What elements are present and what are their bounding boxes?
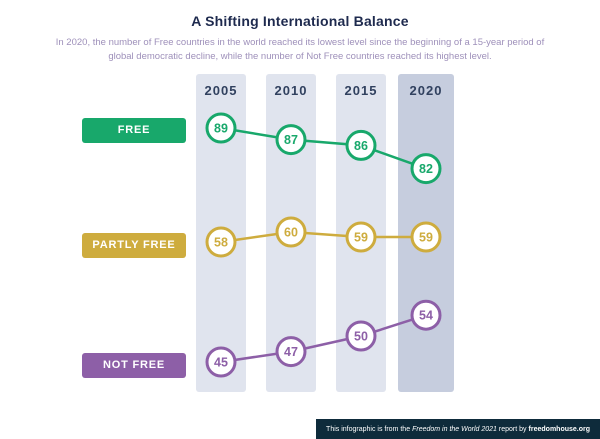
chart-title: A Shifting International Balance [191, 13, 409, 29]
data-point-value: 86 [354, 139, 368, 153]
legend-free: FREE [82, 118, 186, 143]
chart-canvas: 2005 2010 2015 2020 89 87 86 82 58 60 59 59 45 47 50 54 [196, 74, 454, 392]
data-point-not-free-2015 [345, 320, 377, 352]
year-label-2005: 2005 [205, 83, 238, 98]
data-point-value: 60 [284, 226, 298, 240]
data-point-value: 59 [419, 231, 433, 245]
data-point-value: 87 [284, 133, 298, 147]
data-point-free-2015 [345, 129, 377, 161]
data-point-value: 45 [214, 356, 228, 370]
footer-report-title: Freedom in the World 2021 [412, 425, 497, 433]
year-label-2010: 2010 [275, 83, 308, 98]
footer-text-prefix: This infographic is from the [326, 425, 411, 433]
data-point-value: 47 [284, 345, 298, 359]
data-point-free-2010 [275, 124, 307, 156]
data-point-partly-free-2005 [205, 226, 237, 258]
data-point-not-free-2010 [275, 336, 307, 368]
data-point-free-2020 [410, 153, 442, 185]
series-line-not-free [220, 314, 427, 364]
data-point-value: 89 [214, 122, 228, 136]
footer-text-middle: report by [498, 425, 527, 433]
data-point-value: 50 [354, 330, 368, 344]
series-line-partly-free [220, 230, 426, 244]
footer-link[interactable]: freedomhouse.org [528, 425, 590, 433]
chart-subtitle: In 2020, the number of Free countries in… [55, 37, 545, 62]
year-label-2020: 2020 [410, 83, 443, 98]
series-line-free [220, 126, 427, 170]
data-point-value: 54 [419, 309, 433, 323]
legend-partly-free: PARTLY FREE [82, 233, 186, 258]
footer-credit-bar: This infographic is from the Freedom in … [316, 419, 600, 439]
data-point-value: 59 [354, 231, 368, 245]
line-chart: 2005 2010 2015 2020 89 87 86 82 58 60 59 59 45 47 50 54… [0, 72, 600, 402]
data-point-not-free-2005 [205, 346, 237, 378]
data-point-value: 58 [214, 236, 228, 250]
data-point-partly-free-2015 [345, 221, 377, 253]
data-point-not-free-2020 [410, 299, 442, 331]
year-label-2015: 2015 [345, 83, 378, 98]
legend-not-free: NOT FREE [82, 353, 186, 378]
data-point-partly-free-2020 [410, 221, 442, 253]
data-point-free-2005 [205, 112, 237, 144]
data-point-partly-free-2010 [275, 216, 307, 248]
data-point-value: 82 [419, 162, 433, 176]
